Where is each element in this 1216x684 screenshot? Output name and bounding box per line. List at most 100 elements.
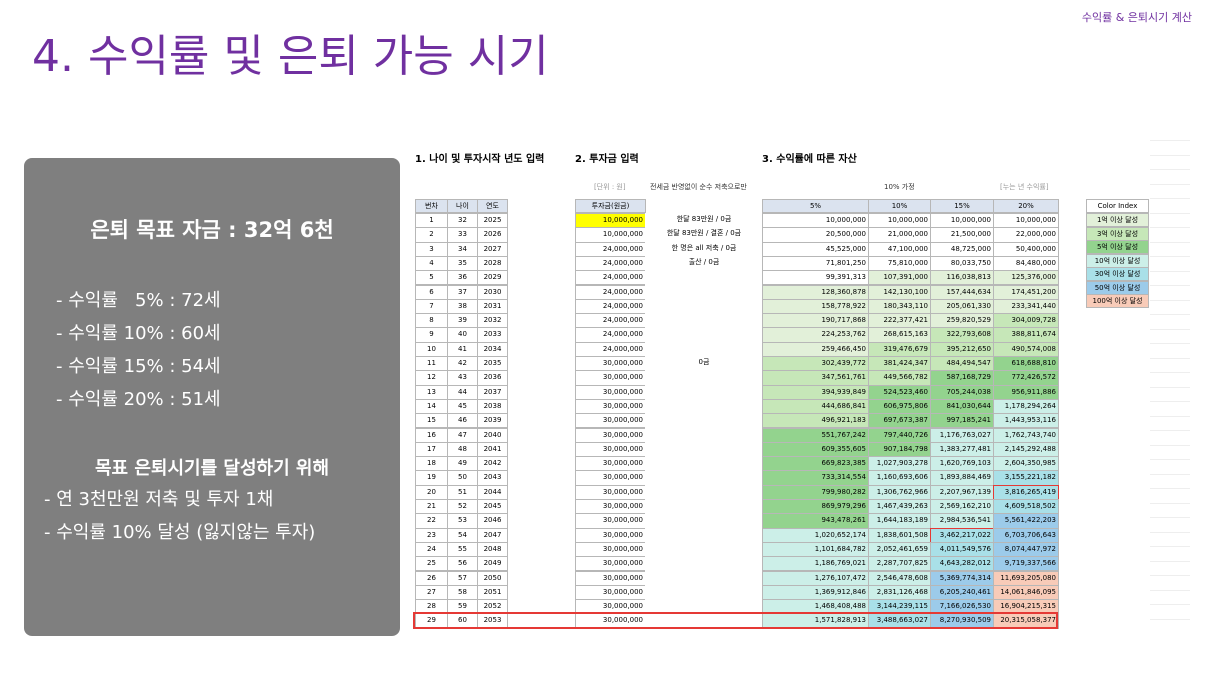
plan-line: - 연 3천만원 저축 및 투자 1채 <box>44 489 274 510</box>
data-cell: 1 <box>415 213 448 229</box>
data-cell: 50,400,000 <box>993 241 1059 257</box>
sheet-gridline <box>1150 560 1190 562</box>
data-cell: 943,478,261 <box>762 513 869 529</box>
data-cell: 58 <box>447 584 478 601</box>
column-header: 투자금(원금) <box>575 199 646 213</box>
data-cell: 799,980,282 <box>762 484 869 500</box>
data-cell: 30,000,000 <box>575 427 646 443</box>
sheet-gridline <box>1150 314 1190 315</box>
data-cell: 128,360,878 <box>762 284 869 300</box>
data-cell: 394,939,849 <box>762 384 869 400</box>
data-cell: 30,000,000 <box>575 513 646 529</box>
data-cell: 797,440,726 <box>868 427 931 443</box>
data-cell: 2 <box>415 227 448 243</box>
note-cell <box>645 298 763 315</box>
column-header: 5% <box>762 199 869 213</box>
data-cell: 1,276,107,472 <box>762 570 869 586</box>
data-cell: 2030 <box>477 284 508 300</box>
data-cell: 33 <box>447 227 478 243</box>
data-cell: 2027 <box>477 241 508 257</box>
data-cell: 2045 <box>477 499 508 515</box>
data-cell: 36 <box>447 270 478 286</box>
note-cell <box>645 427 763 443</box>
rate-line: - 수익률 5% : 72세 <box>56 290 221 311</box>
data-cell: 1,383,277,481 <box>930 441 994 458</box>
note-cell <box>645 484 763 500</box>
data-cell: 1,762,743,740 <box>993 427 1059 443</box>
data-cell: 347,561,761 <box>762 370 869 386</box>
sheet-gridline <box>1150 212 1190 214</box>
data-cell: 14 <box>415 398 448 415</box>
data-cell: 34 <box>447 241 478 257</box>
data-cell: 1,838,601,508 <box>868 527 931 543</box>
color-index-item: 30억 이상 달성 <box>1086 267 1149 281</box>
data-cell: 4,643,282,012 <box>930 556 994 572</box>
data-cell: 24,000,000 <box>575 313 646 329</box>
data-cell: 125,376,000 <box>993 270 1059 286</box>
data-cell: 9,719,337,566 <box>993 556 1059 572</box>
data-cell: 907,184,798 <box>868 441 931 458</box>
sheet-gridline <box>1150 546 1190 547</box>
data-cell: 4,609,518,502 <box>993 499 1059 515</box>
data-cell: 3,816,265,419 <box>993 484 1059 500</box>
data-cell: 24,000,000 <box>575 284 646 300</box>
color-index-item: 5억 이상 달성 <box>1086 240 1149 254</box>
color-index-item: 3억 이상 달성 <box>1086 226 1149 241</box>
color-index-item: 50억 이상 달성 <box>1086 280 1149 295</box>
data-cell: 1,369,912,846 <box>762 584 869 601</box>
data-cell: 1,467,439,263 <box>868 499 931 515</box>
data-cell: 47,100,000 <box>868 241 931 257</box>
data-cell: 2,604,350,985 <box>993 456 1059 472</box>
sheet-gridline <box>1150 183 1190 185</box>
sheet-gridline <box>1150 459 1190 460</box>
data-cell: 22 <box>415 513 448 529</box>
data-cell: 30,000,000 <box>575 456 646 472</box>
data-cell: 2025 <box>477 213 508 229</box>
data-cell: 233,341,440 <box>993 298 1059 315</box>
data-cell: 319,476,679 <box>868 341 931 357</box>
data-cell: 53 <box>447 513 478 529</box>
data-cell: 10,000,000 <box>993 213 1059 229</box>
data-cell: 2,569,162,210 <box>930 499 994 515</box>
sheet-gridline <box>1150 270 1190 272</box>
section-title: 1. 나이 및 투자시작 년도 입력 <box>415 154 545 165</box>
data-cell: 484,494,547 <box>930 356 994 372</box>
data-cell: 606,975,806 <box>868 398 931 415</box>
sheet-note: 전세금 반영없이 순수 저축으로만 <box>650 183 747 191</box>
note-cell <box>645 584 763 601</box>
note-cell <box>645 599 763 615</box>
data-cell: 46 <box>447 413 478 429</box>
sheet-gridline <box>1150 227 1190 228</box>
sheet-gridline <box>1150 328 1190 330</box>
sheet-gridline <box>1150 140 1190 141</box>
data-cell: 10,000,000 <box>868 213 931 229</box>
sheet-gridline <box>1150 488 1190 489</box>
data-cell: 30,000,000 <box>575 527 646 543</box>
data-cell: 2,984,536,541 <box>930 513 994 529</box>
data-cell: 22,000,000 <box>993 227 1059 243</box>
data-cell: 2,287,707,825 <box>868 556 931 572</box>
note-cell <box>645 556 763 572</box>
data-cell: 388,811,674 <box>993 327 1059 343</box>
data-cell: 302,439,772 <box>762 356 869 372</box>
sheet-gridline <box>1150 198 1190 199</box>
data-cell: 50 <box>447 470 478 486</box>
data-cell: 30,000,000 <box>575 413 646 429</box>
data-cell: 24,000,000 <box>575 255 646 272</box>
data-cell: 157,444,634 <box>930 284 994 300</box>
data-cell: 304,009,728 <box>993 313 1059 329</box>
sheet-gridline <box>1150 256 1190 257</box>
data-cell: 26 <box>415 570 448 586</box>
data-cell: 13 <box>415 384 448 400</box>
data-cell: 49 <box>447 456 478 472</box>
slide-title: 4. 수익률 및 은퇴 가능 시기 <box>32 31 549 82</box>
sheet-gridline <box>1150 241 1190 243</box>
note-cell: 한 명은 all 저축 / 0금 <box>645 241 763 257</box>
data-cell: 17 <box>415 441 448 458</box>
sheet-gridline <box>1150 154 1190 156</box>
data-cell: 80,033,750 <box>930 255 994 272</box>
data-cell: 7 <box>415 298 448 315</box>
data-cell: 2,546,478,608 <box>868 570 931 586</box>
data-cell: 5,369,774,314 <box>930 570 994 586</box>
